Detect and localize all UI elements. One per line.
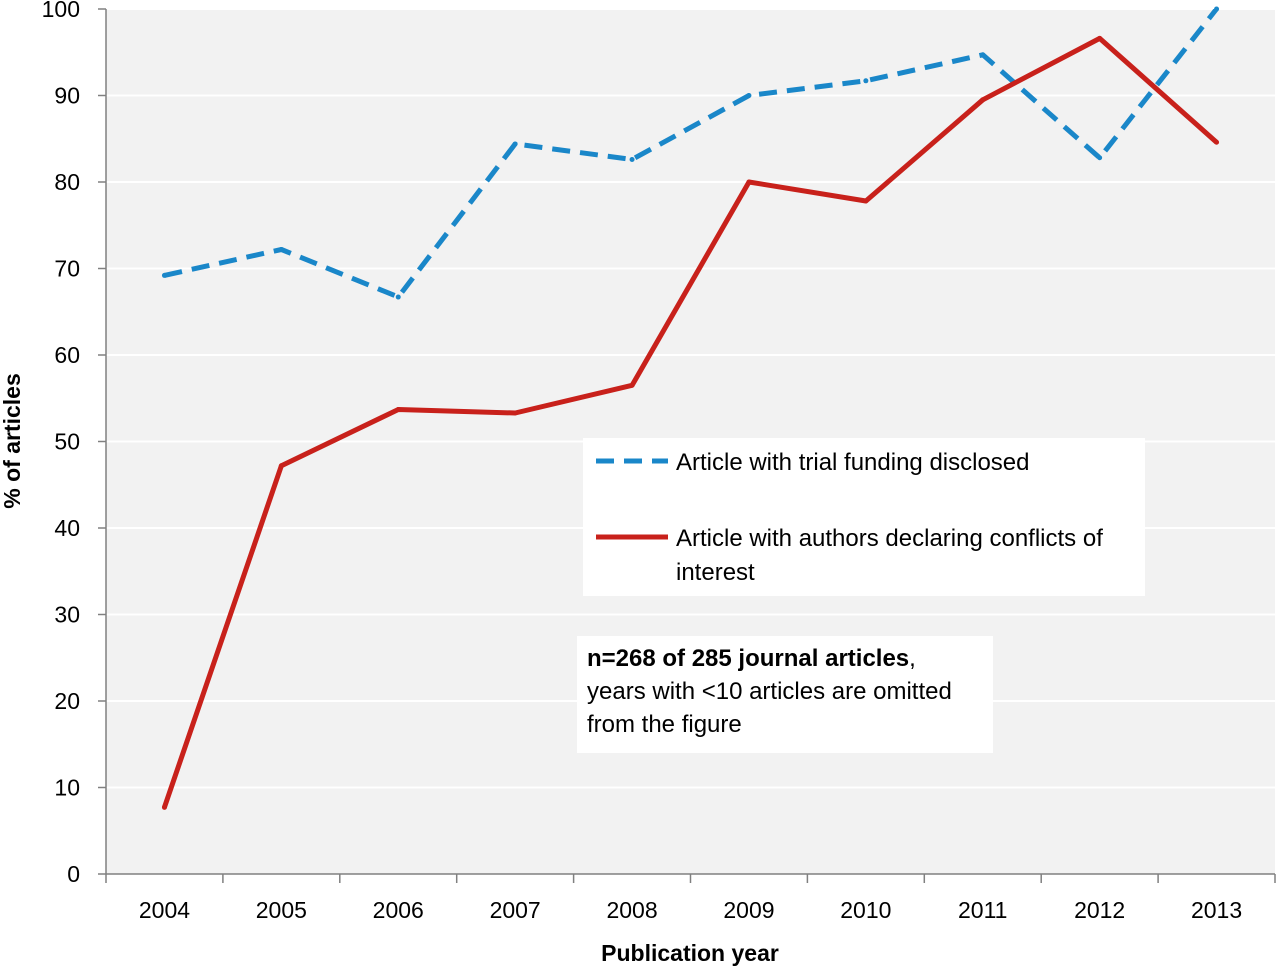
y-tick-label-30: 30 bbox=[54, 602, 80, 628]
y-tick-label-40: 40 bbox=[54, 515, 80, 541]
annotation-box bbox=[577, 636, 993, 753]
x-tick-label-2008: 2008 bbox=[606, 897, 657, 923]
data-point-funding-2004 bbox=[161, 272, 167, 278]
data-point-conflicts-2012 bbox=[1097, 35, 1103, 41]
y-tick-label-100: 100 bbox=[42, 0, 80, 22]
x-tick-label-2009: 2009 bbox=[723, 897, 774, 923]
data-point-conflicts-2004 bbox=[161, 804, 167, 810]
data-point-funding-2009 bbox=[746, 93, 752, 98]
series-line-conflicts bbox=[162, 35, 1219, 809]
legend-label-conflicts-line1: Article with authors declaring conflicts… bbox=[676, 525, 1103, 552]
y-tick-label-50: 50 bbox=[54, 429, 80, 455]
x-tick-label-2012: 2012 bbox=[1074, 897, 1125, 923]
data-point-conflicts-2011 bbox=[980, 97, 986, 103]
y-tick-label-80: 80 bbox=[54, 169, 80, 195]
data-point-funding-2008 bbox=[629, 157, 635, 163]
y-tick-label-0: 0 bbox=[67, 861, 80, 887]
x-axis: 2004 2005 2006 2007 2008 2009 2010 2011 2012 2013 bbox=[105, 873, 1276, 923]
data-point-funding-2005 bbox=[278, 246, 284, 252]
y-tick-label-60: 60 bbox=[54, 342, 80, 368]
y-tick-label-20: 20 bbox=[54, 688, 80, 714]
annotation: n=268 of 285 journal articles, years wit… bbox=[577, 636, 993, 753]
series-line-funding bbox=[163, 9, 1219, 300]
data-point-conflicts-2005 bbox=[278, 463, 284, 469]
annotation-line2: years with <10 articles are omitted bbox=[587, 678, 952, 705]
y-tick-label-90: 90 bbox=[54, 83, 80, 109]
y-axis-title: % of articles bbox=[0, 373, 25, 509]
x-tick-label-2013: 2013 bbox=[1191, 897, 1242, 923]
data-point-funding-2012 bbox=[1097, 155, 1103, 161]
x-tick-label-2005: 2005 bbox=[256, 897, 307, 923]
data-point-conflicts-2009 bbox=[746, 179, 752, 185]
y-axis: 0 10 20 30 40 50 60 70 80 90 100 bbox=[42, 0, 107, 887]
annotation-line1: n=268 of 285 journal articles, bbox=[587, 645, 916, 672]
annotation-bold: n=268 of 285 journal articles bbox=[587, 645, 909, 672]
data-point-conflicts-2013 bbox=[1214, 139, 1220, 145]
data-point-conflicts-2010 bbox=[863, 198, 869, 204]
data-point-conflicts-2008 bbox=[629, 382, 635, 388]
annotation-bold-suffix: , bbox=[909, 645, 916, 672]
data-point-funding-2007 bbox=[512, 141, 518, 147]
legend-label-funding: Article with trial funding disclosed bbox=[676, 449, 1030, 476]
x-axis-title: Publication year bbox=[601, 940, 779, 966]
legend-box bbox=[583, 438, 1145, 596]
data-point-funding-2011 bbox=[980, 52, 986, 58]
x-tick-label-2011: 2011 bbox=[958, 897, 1007, 923]
data-point-conflicts-2007 bbox=[512, 410, 518, 416]
x-tick-label-2007: 2007 bbox=[490, 897, 541, 923]
y-tick-label-10: 10 bbox=[54, 775, 80, 801]
legend-label-conflicts-line2: interest bbox=[676, 559, 755, 586]
data-point-conflicts-2006 bbox=[395, 406, 401, 412]
data-point-funding-2013 bbox=[1214, 6, 1220, 12]
x-tick-label-2004: 2004 bbox=[139, 897, 190, 923]
y-tick-label-70: 70 bbox=[54, 256, 80, 282]
series-layer bbox=[161, 6, 1220, 810]
data-point-funding-2006 bbox=[395, 294, 401, 300]
annotation-line3: from the figure bbox=[587, 711, 742, 738]
x-tick-label-2010: 2010 bbox=[840, 897, 891, 923]
legend: Article with trial funding disclosed Art… bbox=[583, 438, 1145, 596]
data-point-funding-2010 bbox=[863, 78, 869, 84]
x-tick-label-2006: 2006 bbox=[373, 897, 424, 923]
